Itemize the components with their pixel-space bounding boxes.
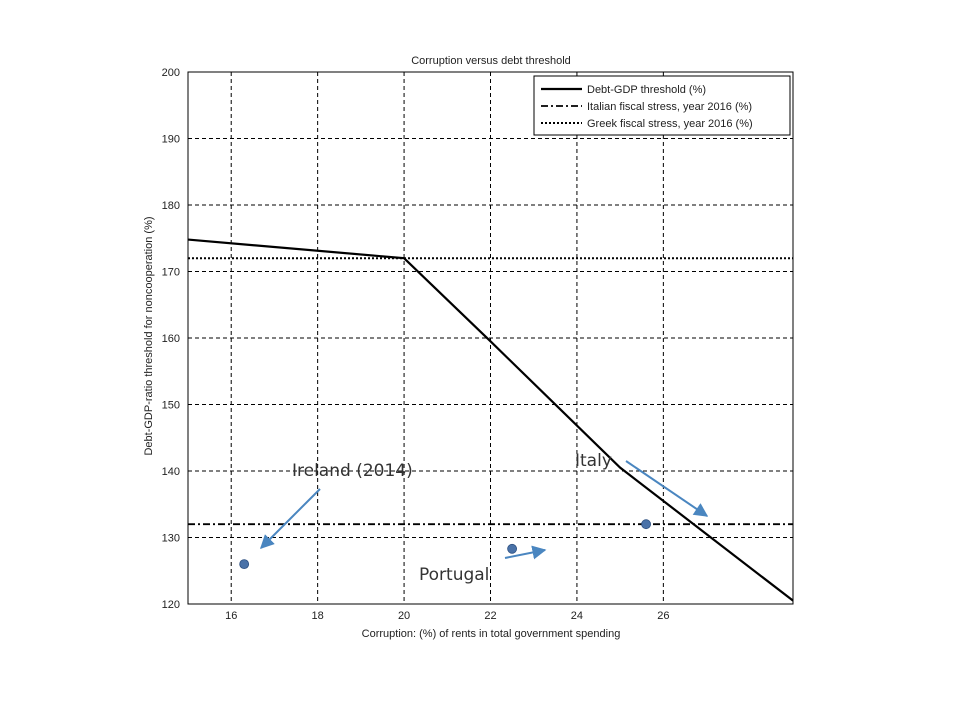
- data-point-italy: [641, 519, 651, 530]
- series-line-threshold: [187, 238, 794, 602]
- annotation-ireland: Ireland (2014): [292, 461, 413, 481]
- data-point-ireland: [239, 559, 250, 569]
- annotations: Ireland (2014) Portugal Italy: [260, 451, 709, 585]
- y-tick-label-190: 190: [162, 134, 180, 146]
- annotation-italy: Italy: [575, 451, 612, 471]
- x-tick-label-24: 24: [571, 610, 583, 622]
- x-tick-label-18: 18: [312, 610, 324, 622]
- arrow-ireland: [260, 488, 321, 549]
- y-tick-label-140: 140: [162, 466, 180, 478]
- data-point-portugal: [507, 543, 518, 554]
- arrow-italy: [625, 460, 709, 517]
- y-tick-label-150: 150: [162, 400, 180, 412]
- x-tick-label-22: 22: [484, 610, 496, 622]
- y-tick-label-170: 170: [162, 267, 180, 279]
- y-tick-label-180: 180: [162, 200, 180, 212]
- annotation-portugal: Portugal: [419, 565, 489, 585]
- grid: [188, 72, 793, 604]
- plot-frame: [187, 71, 794, 605]
- points-layer: [239, 519, 651, 569]
- x-axis-title: Corruption: (%) of rents in total govern…: [362, 628, 621, 640]
- chart-title: Corruption versus debt threshold: [411, 55, 571, 67]
- legend-label-threshold: Debt-GDP threshold (%): [587, 84, 706, 96]
- tick-layer: 16 18 20 22 24 26 120 130 140 150 160 170 180 190 200: [162, 67, 670, 622]
- y-tick-label-130: 130: [162, 533, 180, 545]
- y-tick-label-120: 120: [162, 599, 180, 611]
- legend: Debt-GDP threshold (%) Italian fiscal st…: [533, 75, 791, 136]
- x-tick-label-26: 26: [657, 610, 669, 622]
- y-tick-label-160: 160: [162, 333, 180, 345]
- legend-label-greek-stress: Greek fiscal stress, year 2016 (%): [587, 118, 753, 130]
- legend-box: [533, 75, 791, 136]
- arrow-portugal: [504, 545, 547, 560]
- x-tick-label-20: 20: [398, 610, 410, 622]
- y-axis-title: Debt-GDP-ratio threshold for noncooperat…: [143, 216, 155, 455]
- x-tick-label-16: 16: [225, 610, 237, 622]
- legend-label-italian-stress: Italian fiscal stress, year 2016 (%): [587, 101, 752, 113]
- series-layer: [187, 238, 794, 602]
- y-tick-label-200: 200: [162, 67, 180, 79]
